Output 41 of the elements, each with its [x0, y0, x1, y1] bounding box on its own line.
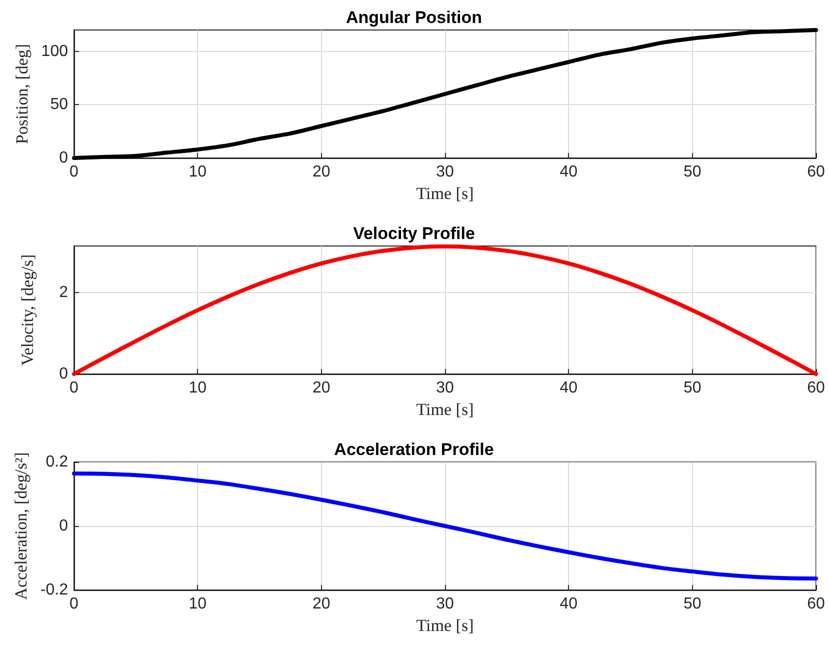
- x-tick-label: 40: [560, 380, 578, 396]
- y-axis-title: Position, [deg]: [12, 44, 32, 144]
- x-tick-label: 60: [807, 596, 825, 612]
- x-tick-label: 30: [436, 380, 454, 396]
- y-axis-title: Acceleration, [deg/s²]: [12, 452, 31, 600]
- x-tick-label: 10: [188, 380, 207, 396]
- x-tick-label: 50: [683, 164, 702, 180]
- x-tick-label: 20: [312, 596, 330, 612]
- x-tick-label: 60: [807, 164, 825, 180]
- x-tick-label: 60: [807, 380, 825, 396]
- x-tick-label: 30: [436, 596, 454, 612]
- x-axis-title: Time [s]: [416, 400, 474, 419]
- x-axis-title: Time [s]: [416, 616, 474, 635]
- x-tick-label: 0: [70, 380, 79, 396]
- y-tick-label: -0.2: [40, 582, 68, 598]
- x-axis-title: Time [s]: [416, 184, 474, 203]
- chart-title: Angular Position: [346, 8, 482, 27]
- y-tick-label: 0: [59, 366, 68, 382]
- x-tick-label: 20: [312, 164, 330, 180]
- y-tick-label: 0: [59, 150, 68, 166]
- chart-title: Acceleration Profile: [334, 440, 494, 459]
- y-axis-title: Velocity, [deg/s]: [18, 254, 37, 366]
- line-series: [72, 244, 818, 376]
- y-tick-label: 0: [59, 518, 68, 534]
- x-tick-label: 20: [312, 380, 330, 396]
- x-tick-label: 50: [683, 380, 702, 396]
- y-tick-label: 0.2: [46, 454, 68, 470]
- y-tick-label: 100: [41, 42, 68, 60]
- y-tick-label: 50: [50, 96, 68, 114]
- y-tick-label: 2: [59, 284, 68, 302]
- line-series: [72, 472, 818, 580]
- x-tick-label: 10: [188, 596, 207, 612]
- chart-title: Velocity Profile: [353, 224, 475, 243]
- x-tick-label: 0: [70, 164, 79, 180]
- x-tick-label: 40: [560, 164, 578, 180]
- x-tick-label: 50: [683, 596, 702, 612]
- x-tick-label: 10: [188, 164, 207, 180]
- x-tick-label: 30: [436, 164, 454, 180]
- x-tick-label: 0: [70, 596, 79, 612]
- line-series: [72, 28, 818, 160]
- x-tick-label: 40: [560, 596, 578, 612]
